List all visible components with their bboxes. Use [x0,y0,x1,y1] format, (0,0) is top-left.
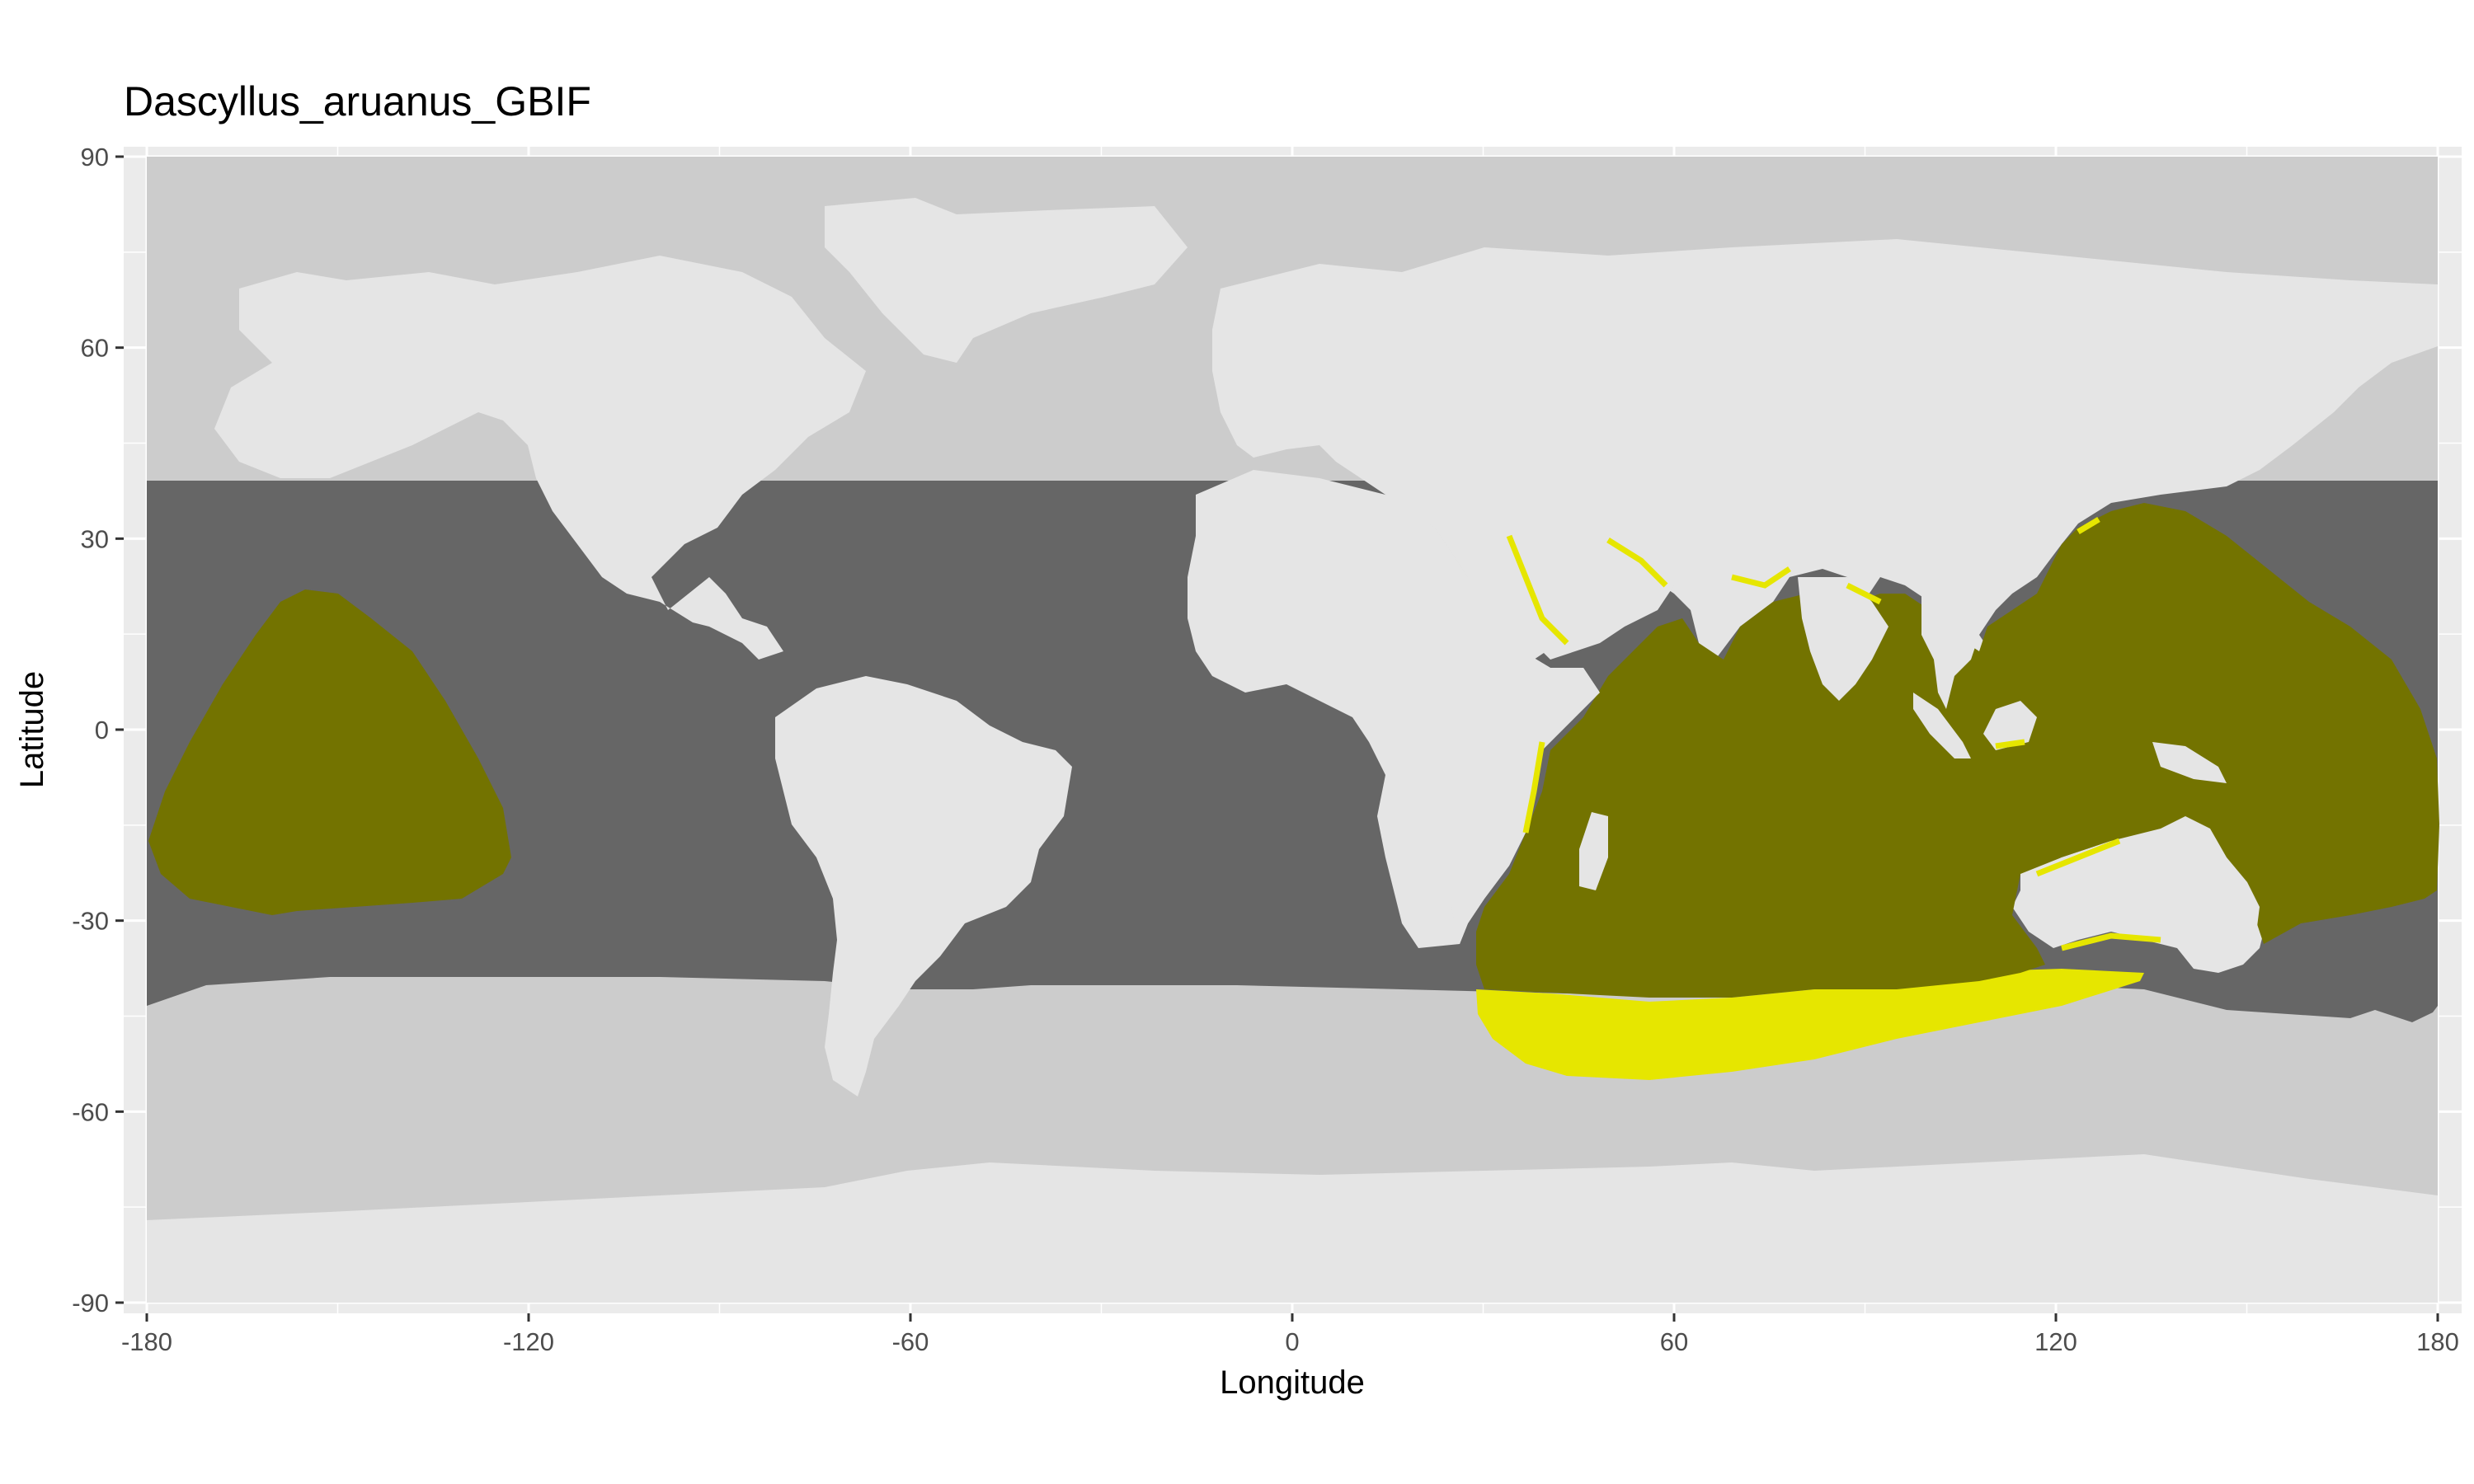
madagascar-upper [1579,812,1608,890]
coastal-presence-segment [1506,534,1569,646]
coastal-presence-segment [2077,516,2100,535]
y-tick-label: -30 [72,907,109,936]
india [1798,577,1888,701]
new-guinea-upper [2152,742,2227,783]
east-africa-coast [1451,643,1600,944]
y-tick-label: 0 [95,716,109,744]
coastal-presence-segment [1606,538,1668,588]
y-tick-label: 60 [81,334,109,363]
y-tick-label: 30 [81,524,109,553]
x-tick-label: 0 [1285,1327,1299,1356]
coastal-presence-segment [1522,741,1545,834]
coastal-presence-segment [2061,932,2161,951]
map-layers [147,157,2439,1303]
y-tick-label: 90 [81,143,109,171]
coastal-presence-segment [2035,838,2121,877]
x-tick-label: -120 [503,1327,554,1356]
x-axis: -180 -120 -60 0 60 120 180 [121,1313,2459,1356]
southeast-asia-peninsula [1921,594,1979,709]
y-axis: 90 60 30 0 -30 -60 -90 [72,143,124,1317]
north-america [214,256,866,660]
x-tick-label: -180 [121,1327,172,1356]
sumatra-upper [1913,693,1971,758]
x-tick-label: -60 [892,1327,929,1356]
coastal-presence-segment [1846,582,1882,605]
x-tick-label: 180 [2416,1327,2459,1356]
x-tick-label: 60 [1660,1327,1688,1356]
chart-title: Dascyllus_aruanus_GBIF [124,78,591,124]
y-tick-label: -60 [72,1097,109,1126]
x-tick-label: 120 [2034,1327,2077,1356]
coastal-presence-segment [1995,739,2025,749]
y-axis-title: Latitude [14,671,50,788]
x-axis-title: Longitude [1220,1364,1365,1401]
south-america [775,676,1072,1097]
coastal-presence-segment [1731,566,1791,589]
greenland [825,198,1188,363]
antarctica [147,1154,2438,1303]
predicted-presence-southern-indian-ocean [1476,969,2144,1080]
y-tick-label: -90 [72,1289,109,1317]
borneo-upper [1983,701,2037,750]
coastal-presence-highlights [1506,516,2161,951]
predicted-overlay-central-pacific [148,589,511,915]
